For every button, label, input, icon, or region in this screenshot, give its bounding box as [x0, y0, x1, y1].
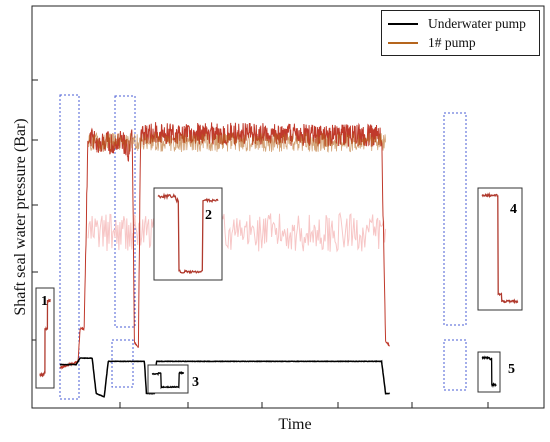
zoom-box	[59, 94, 80, 400]
zoom-box	[114, 95, 136, 328]
axis-ticks	[32, 79, 489, 408]
zoom-box	[111, 339, 134, 388]
inset-2-trace	[157, 192, 219, 275]
legend-label-1-pump: 1# pump	[428, 35, 476, 50]
plot-frame	[31, 5, 545, 409]
legend: Underwater pump 1# pump	[381, 10, 540, 56]
annotation-labels: 1 2 3 4 5	[41, 202, 517, 390]
legend-swatch-1-pump	[388, 42, 418, 44]
annotation-label-4: 4	[510, 202, 517, 217]
inset-4	[477, 187, 523, 311]
x-axis-label: Time	[278, 416, 312, 433]
insets	[35, 187, 523, 394]
series-line-1-pump	[59, 122, 391, 370]
series-brown-overlay	[87, 131, 386, 153]
zoom-box	[443, 112, 467, 326]
inset-3-trace	[151, 371, 185, 390]
zoom-box	[443, 339, 467, 391]
y-axis-label: Shaft seal water pressure (Bar)	[12, 118, 29, 316]
series-layer	[59, 122, 391, 398]
inset-1-trace	[39, 298, 51, 378]
inset-5-trace	[481, 355, 497, 388]
legend-label-underwater-pump: Underwater pump	[428, 16, 526, 31]
legend-item-underwater-pump: Underwater pump	[388, 15, 526, 33]
annotation-label-5: 5	[508, 362, 515, 377]
inset-2	[153, 187, 223, 281]
inset-3	[147, 364, 189, 394]
inset-5	[477, 351, 501, 393]
annotation-label-1: 1	[41, 294, 48, 309]
legend-swatch-underwater-pump	[388, 23, 418, 25]
annotation-label-2: 2	[205, 208, 212, 223]
inset-4-trace	[481, 191, 519, 305]
legend-item-1-pump: 1# pump	[388, 34, 476, 52]
annotation-label-3: 3	[192, 375, 199, 390]
series-shadow	[87, 211, 387, 253]
series-line-underwater-pump	[59, 357, 391, 398]
zoom-boxes	[59, 94, 467, 400]
